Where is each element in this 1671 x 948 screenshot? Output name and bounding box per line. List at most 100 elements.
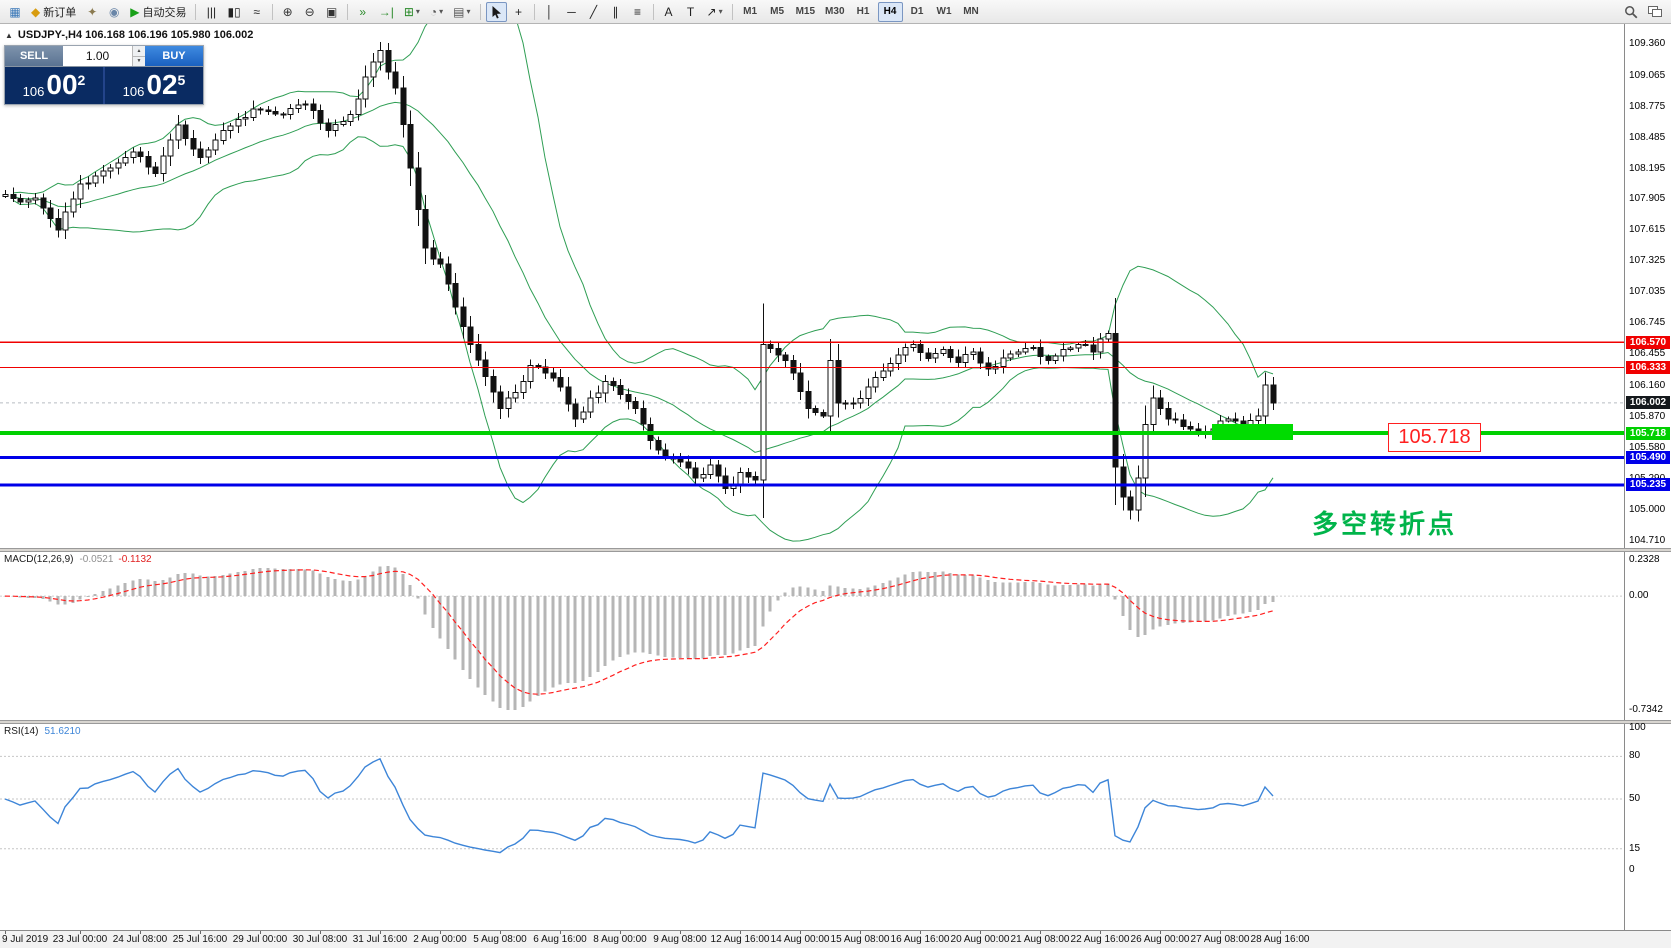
crosshair-button[interactable]: + <box>509 2 529 22</box>
profiles-icon: ◉ <box>108 4 120 19</box>
macd-plot[interactable] <box>0 552 1624 720</box>
toolbar-separator <box>731 3 733 20</box>
price-tick: 104.710 <box>1629 534 1666 546</box>
price-callout-label[interactable]: 105.718 <box>1388 423 1481 452</box>
turning-point-text[interactable]: 多空转折点 <box>1312 509 1458 539</box>
price-tick: 107.615 <box>1629 224 1666 236</box>
toolbar-separator <box>195 3 197 20</box>
toolbar-right-group <box>1619 2 1667 22</box>
timeframe-h1-button[interactable]: H1 <box>856 6 870 17</box>
price-tick: 105.580 <box>1629 441 1666 453</box>
tile-windows-icon: ▣ <box>326 4 338 19</box>
zoom-in-button[interactable]: ⊕ <box>278 2 298 22</box>
sell-button[interactable]: SELL <box>5 46 63 66</box>
new-chart-icon: ▦ <box>9 4 21 19</box>
horizontal-line-icon: ─ <box>567 4 576 19</box>
fibonacci-button[interactable]: ≡ <box>628 2 648 22</box>
vertical-line-button[interactable]: │ <box>540 2 560 22</box>
auto-trading-button[interactable]: ▶ 自动交易 <box>126 2 190 22</box>
timeframe-m1-button[interactable]: M1 <box>743 6 758 17</box>
price-scale[interactable]: 109.360 109.065 108.775 108.485 108.195 107.9… <box>1624 24 1671 548</box>
timeframe-mn-button[interactable]: MN <box>963 6 979 17</box>
rsi-panel: 100 80 50 15 0 RSI(14) 51.6210 <box>0 722 1671 930</box>
rsi-scale[interactable]: 100 80 50 15 0 <box>1624 722 1671 930</box>
tile-windows-button[interactable]: ▣ <box>322 2 342 22</box>
new-order-button[interactable]: ◆ 新订单 <box>27 2 80 22</box>
new-chart-button[interactable]: ▦ <box>5 2 25 22</box>
panel-separator[interactable] <box>0 548 1671 552</box>
line-chart-icon: ≈ <box>253 4 260 19</box>
indicators-icon: ⊞ <box>403 4 414 19</box>
time-tick-mark <box>560 931 561 934</box>
rsi-plot[interactable] <box>0 724 1624 930</box>
time-tick-mark <box>380 931 381 934</box>
timeframe-h4-button[interactable]: H4 <box>877 1 903 22</box>
shapes-button[interactable]: ↗ ▾ <box>703 2 727 22</box>
trendline-button[interactable]: ╱ <box>584 2 604 22</box>
time-label: 28 Aug 16:00 <box>1250 934 1310 945</box>
buy-button[interactable]: BUY <box>145 46 203 66</box>
metaeditor-button[interactable]: ✦ <box>82 2 102 22</box>
vertical-line-icon: │ <box>545 4 554 19</box>
time-tick-mark <box>140 931 141 934</box>
macd-scale[interactable]: 0.2328 0.00 -0.7342 <box>1624 552 1671 720</box>
price-chart-plot[interactable] <box>0 24 1624 548</box>
periods-button[interactable]: ◔ ▾ <box>426 2 447 22</box>
time-axis[interactable]: 9 Jul 2019 23 Jul 00:00 24 Jul 08:00 25 Jul… <box>0 930 1671 948</box>
time-tick-mark <box>980 931 981 934</box>
chart-shift-button[interactable]: →| <box>375 2 398 22</box>
volume-down-button[interactable]: ▼ <box>133 55 145 66</box>
horizontal-line-button[interactable]: ─ <box>562 2 582 22</box>
hline-price-label: 106.570 <box>1626 335 1670 349</box>
indicators-button[interactable]: ⊞ ▾ <box>400 2 424 22</box>
line-chart-button[interactable]: ≈ <box>247 2 267 22</box>
time-label: 22 Aug 16:00 <box>1070 934 1130 945</box>
timeframe-m15-button[interactable]: M15 <box>795 6 816 17</box>
shapes-icon: ↗ <box>706 4 717 19</box>
macd-value-signal: -0.1132 <box>118 554 152 565</box>
timeframe-m30-button[interactable]: M30 <box>825 6 845 17</box>
panel-separator[interactable] <box>0 720 1671 724</box>
price-tick: 106.455 <box>1629 348 1666 360</box>
timeframe-m5-button[interactable]: M5 <box>770 6 785 17</box>
channel-button[interactable]: ∥ <box>606 2 626 22</box>
timeframe-w1-button[interactable]: W1 <box>936 6 952 17</box>
macd-title: MACD(12,26,9) <box>4 554 74 565</box>
cursor-button[interactable] <box>485 1 507 22</box>
price-divider <box>103 67 105 104</box>
time-label: 30 Jul 08:00 <box>292 934 348 945</box>
buy-price-display[interactable]: 106 02 5 <box>105 67 203 104</box>
time-label: 9 Jul 2019 <box>2 934 49 945</box>
highlight-rectangle[interactable] <box>1212 424 1293 440</box>
channel-icon: ∥ <box>612 4 619 19</box>
time-label: 14 Aug 00:00 <box>770 934 830 945</box>
time-tick-mark <box>500 931 501 934</box>
templates-button[interactable]: ▤ ▾ <box>449 2 474 22</box>
new-window-button[interactable] <box>1644 2 1666 22</box>
zoom-in-icon: ⊕ <box>282 4 293 19</box>
time-label: 31 Jul 16:00 <box>352 934 408 945</box>
label-button[interactable]: T <box>681 2 701 22</box>
rsi-title: RSI(14) <box>4 726 39 737</box>
search-button[interactable] <box>1620 2 1642 22</box>
profiles-button[interactable]: ◉ <box>104 2 124 22</box>
auto-scroll-button[interactable]: » <box>353 2 373 22</box>
zoom-out-button[interactable]: ⊖ <box>300 2 320 22</box>
toolbar-separator <box>533 3 535 20</box>
sell-price-display[interactable]: 106 00 2 <box>5 67 103 104</box>
volume-input[interactable] <box>63 46 132 66</box>
price-tick: 108.775 <box>1629 100 1666 112</box>
volume-up-button[interactable]: ▲ <box>133 46 145 56</box>
volume-spinner: ▲ ▼ <box>132 46 145 66</box>
toolbar-separator <box>479 3 481 20</box>
one-click-collapse-icon[interactable]: ▲ <box>5 30 13 40</box>
text-button[interactable]: A <box>659 2 679 22</box>
candlestick-chart-button[interactable]: ▮▯ <box>223 2 244 22</box>
macd-panel: 0.2328 0.00 -0.7342 MACD(12,26,9) -0.0521 -0… <box>0 552 1671 720</box>
timeframe-d1-button[interactable]: D1 <box>910 6 924 17</box>
rsi-tick: 100 <box>1629 722 1646 733</box>
rsi-line <box>4 757 1274 854</box>
macd-signal-line <box>4 569 1274 695</box>
bar-chart-button[interactable]: ||| <box>201 2 221 22</box>
time-label: 26 Aug 00:00 <box>1130 934 1190 945</box>
